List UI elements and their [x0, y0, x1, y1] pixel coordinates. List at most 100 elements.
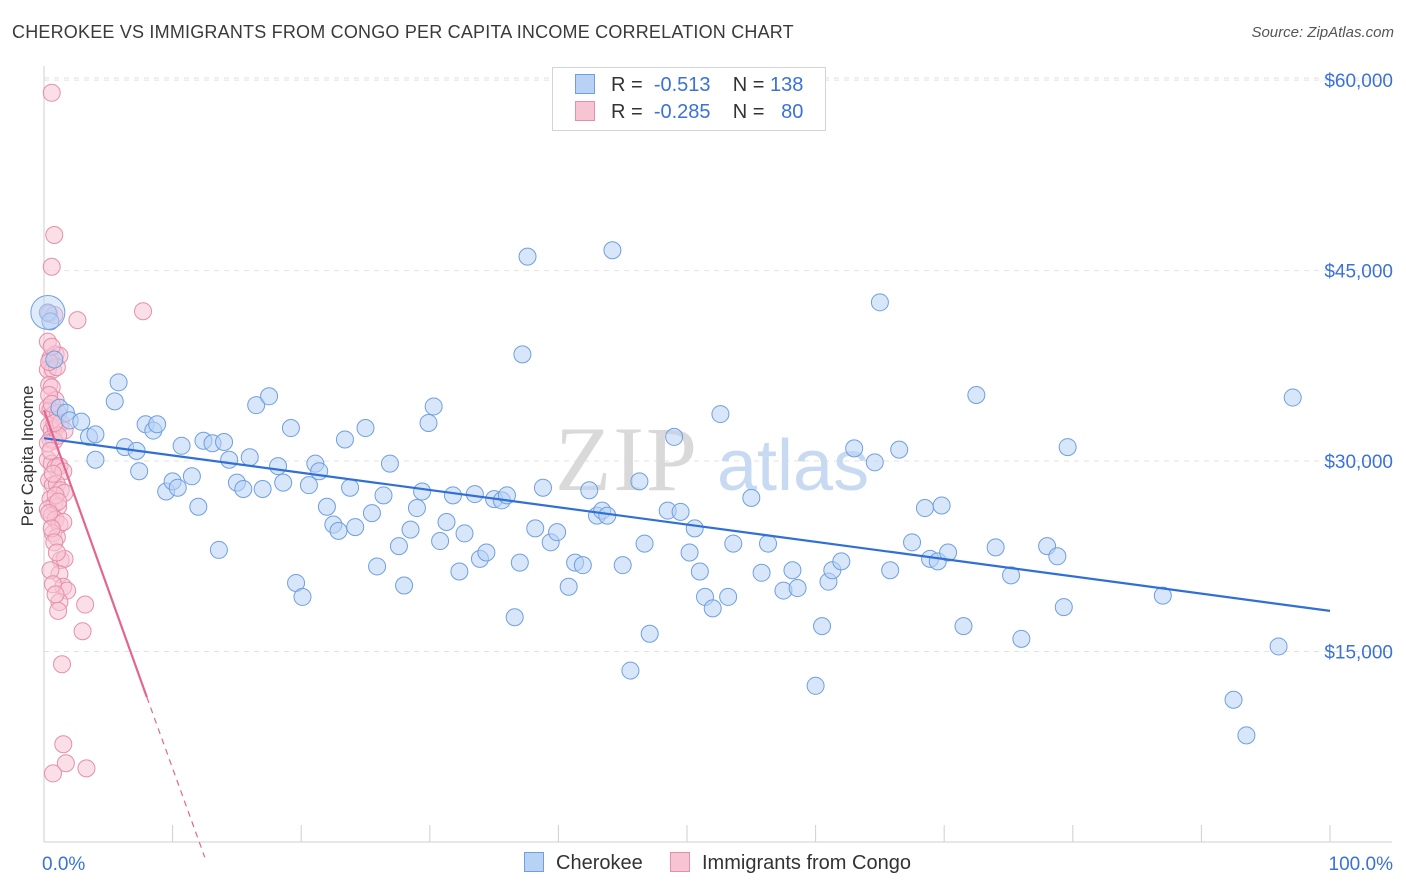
cherokee-point	[788, 579, 807, 598]
cherokee-point	[724, 534, 743, 553]
congo-point	[40, 504, 59, 523]
cherokee-point	[685, 519, 704, 538]
cherokee-point	[240, 448, 259, 467]
cherokee-point	[356, 419, 375, 438]
cherokee-point	[1002, 566, 1021, 585]
cherokee-point	[881, 561, 900, 580]
cherokee-point	[281, 419, 300, 438]
cherokee-point	[954, 617, 973, 636]
cherokee-point	[986, 538, 1005, 557]
y-tick-label: $60,000	[1324, 71, 1393, 92]
cherokee-point	[690, 562, 709, 581]
cherokee-point	[215, 433, 234, 451]
cherokee-point	[413, 482, 432, 501]
congo-point	[68, 311, 87, 330]
y-axis-title: Per Capita Income	[18, 386, 37, 527]
cherokee-point	[437, 513, 456, 531]
legend-swatch-cherokee	[575, 74, 595, 94]
cherokee-point	[613, 556, 632, 575]
legend-swatch-cherokee	[524, 852, 544, 872]
cherokee-point	[759, 534, 778, 553]
cherokee-point	[401, 520, 420, 539]
cherokee-point	[317, 497, 336, 516]
cherokee-point	[813, 617, 832, 636]
cherokee-point	[640, 624, 659, 643]
x-tick-labels: 0.0% 100.0%	[42, 854, 1393, 875]
cherokee-point	[247, 396, 266, 415]
cherokee-point	[1153, 586, 1172, 605]
cherokee-point	[455, 524, 474, 543]
cherokee-point	[967, 386, 986, 405]
cherokee-point	[130, 462, 149, 481]
congo-point	[134, 302, 153, 321]
r-value: -0.285	[653, 101, 711, 123]
x-tick-label: 100.0%	[1329, 854, 1394, 875]
congo-point	[44, 464, 63, 483]
cherokee-point	[234, 479, 253, 498]
cherokee-point	[443, 486, 462, 505]
cherokee-point	[510, 553, 529, 572]
cherokee-point	[310, 462, 329, 481]
cherokee-point	[105, 392, 124, 411]
cherokee-cluster-point	[30, 294, 66, 330]
congo-point	[56, 754, 75, 773]
cherokee-point	[431, 532, 450, 551]
cherokee-point	[362, 504, 381, 523]
cherokee-point	[368, 557, 387, 576]
n-label: N =	[732, 74, 765, 96]
n-value: 138	[770, 74, 804, 96]
cherokee-point	[335, 430, 354, 449]
legend-label: Cherokee	[556, 852, 643, 874]
y-tick-label: $15,000	[1324, 643, 1393, 664]
cherokee-point	[72, 412, 91, 431]
svg-text:atlas: atlas	[717, 426, 869, 506]
cherokee-point	[845, 439, 864, 458]
y-tick-label: $30,000	[1324, 452, 1393, 473]
cherokee-point	[870, 293, 889, 312]
congo-point	[42, 83, 61, 102]
cherokee-point	[189, 497, 208, 516]
cherokee-point	[1224, 690, 1243, 709]
legend-item-cherokee: Cherokee	[524, 852, 643, 875]
cherokee-point	[621, 661, 640, 680]
congo-point	[53, 655, 72, 674]
congo-trend-extension	[146, 697, 206, 858]
congo-point	[76, 595, 95, 614]
cherokee-point	[299, 476, 318, 495]
cherokee-point	[424, 397, 443, 416]
legend-swatch-congo	[575, 101, 595, 121]
cherokee-point	[783, 561, 802, 580]
cherokee-point	[293, 587, 312, 606]
congo-point	[44, 764, 63, 783]
cherokee-point	[209, 540, 228, 559]
cherokee-point	[752, 563, 771, 582]
cherokee-point	[635, 534, 654, 553]
x-tick-label: 0.0%	[42, 854, 85, 875]
cherokee-point	[274, 473, 293, 492]
cherokee-point	[86, 450, 105, 469]
cherokee-point	[742, 488, 761, 507]
cherokee-point	[665, 427, 684, 446]
cherokee-point	[559, 577, 578, 596]
cherokee-point	[109, 373, 128, 392]
cherokee-point	[1048, 547, 1067, 566]
cherokee-point	[711, 405, 730, 424]
cherokee-point	[465, 485, 484, 504]
cherokee-trend-line	[43, 437, 1331, 612]
cherokee-point	[1283, 388, 1302, 407]
cherokee-point	[939, 543, 958, 562]
stats-legend: R = -0.513 N = 138 R = -0.285 N = 80	[552, 67, 826, 131]
cherokee-point	[450, 562, 469, 581]
cherokee-point	[533, 478, 552, 497]
congo-point	[46, 585, 65, 604]
cherokee-point	[41, 312, 60, 331]
cherokee-point	[168, 478, 187, 497]
cherokee-point	[806, 676, 825, 695]
r-label: R =	[611, 74, 643, 96]
cherokee-point	[260, 387, 279, 406]
cherokee-point	[1269, 637, 1288, 656]
cherokee-point	[86, 425, 105, 444]
cherokee-point	[719, 587, 738, 606]
cherokee-point	[380, 454, 399, 473]
